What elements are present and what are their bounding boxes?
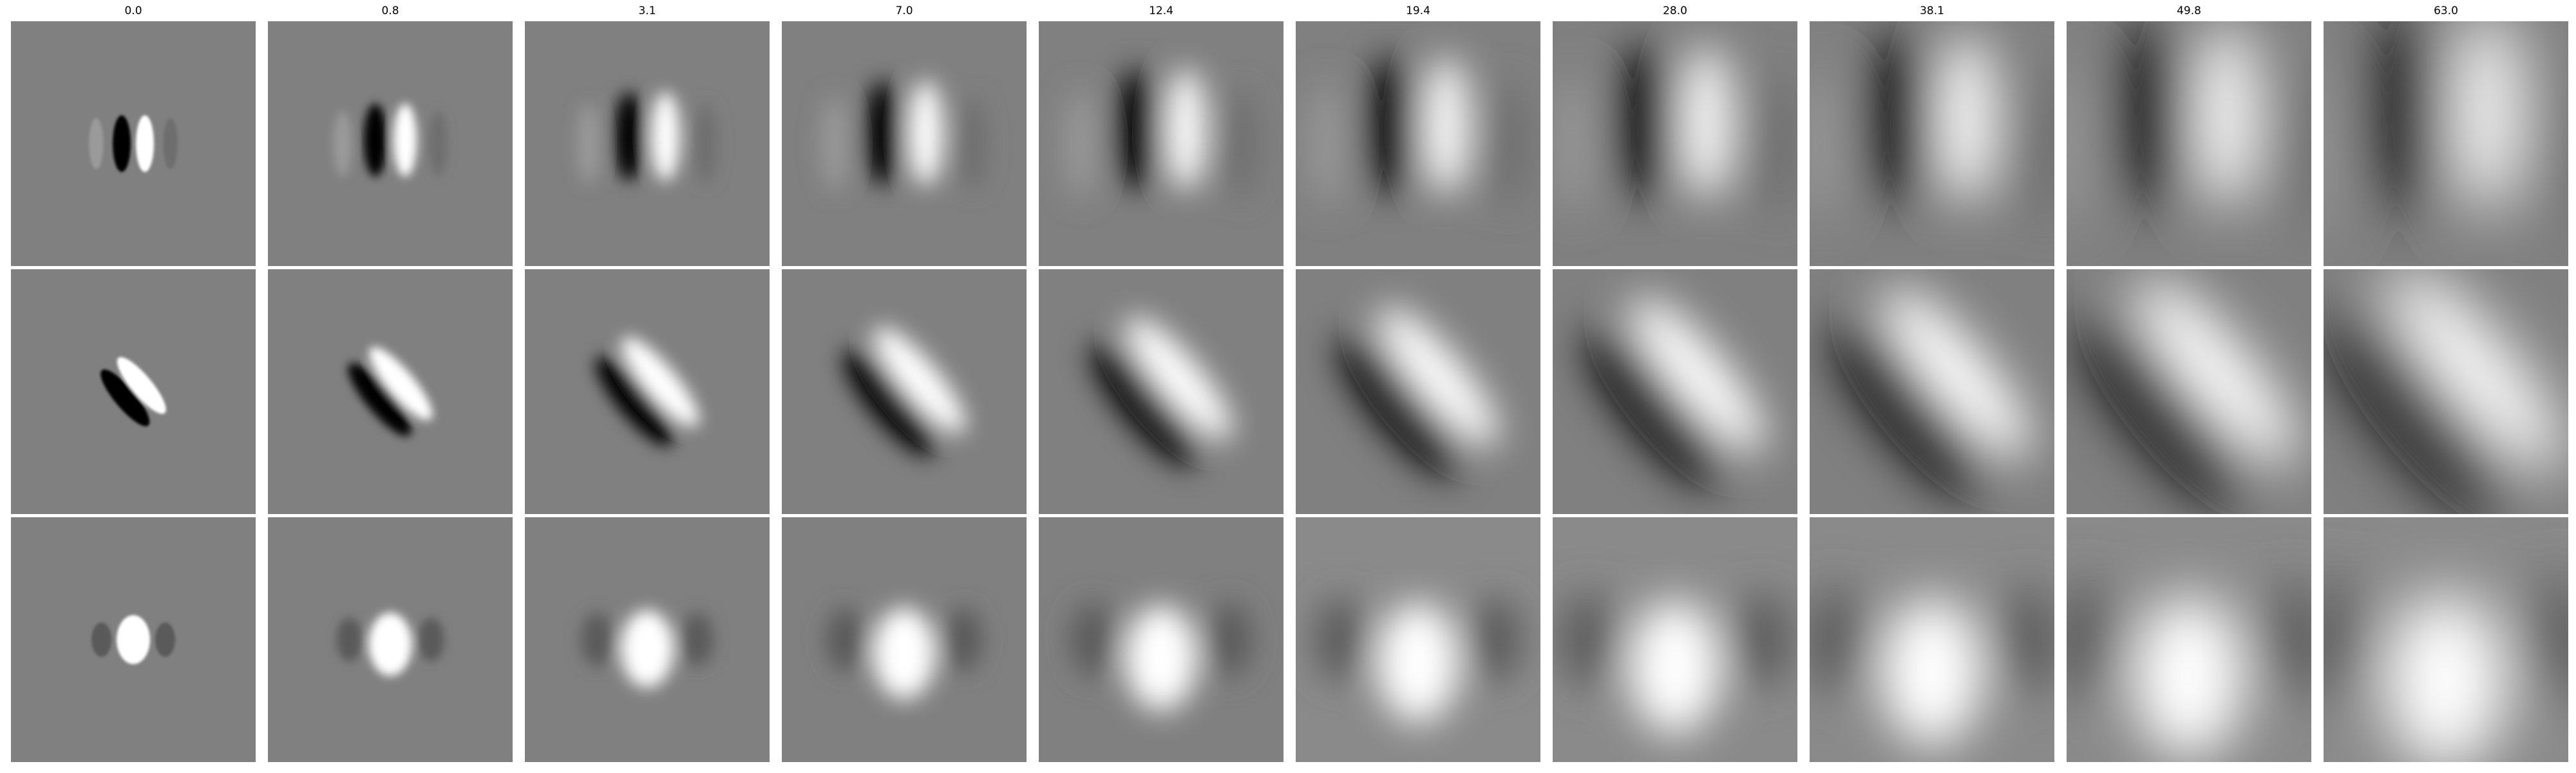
column-label: 3.1 [638,5,656,17]
column-label: 19.4 [1406,5,1430,17]
image-tile-row-3-col-8 [1810,517,2054,762]
image-tile-row-3-col-4 [782,517,1027,762]
image-tile-row-1-col-2 [268,21,513,266]
image-tile-row-3-col-2 [268,517,513,762]
image-tile-row-1-col-8 [1810,21,2054,266]
image-tile-row-1-col-5 [1039,21,1283,266]
image-tile-row-3-col-5 [1039,517,1283,762]
column-label: 0.0 [124,5,142,17]
image-tile-row-2-col-9 [2067,269,2311,514]
image-tile-row-2-col-3 [525,269,770,514]
column-label: 49.8 [2177,5,2201,17]
image-tile-row-3-col-3 [525,517,770,762]
image-tile-row-3-col-1 [11,517,256,762]
column-label: 12.4 [1149,5,1173,17]
image-tile-row-2-col-10 [2324,269,2568,514]
image-tile-row-2-col-6 [1296,269,1540,514]
column-label: 0.8 [381,5,399,17]
image-tile-row-1-col-4 [782,21,1027,266]
column-label: 28.0 [1663,5,1687,17]
image-tile-row-3-col-7 [1553,517,1797,762]
image-tile-row-1-col-1 [11,21,256,266]
image-tile-row-2-col-4 [782,269,1027,514]
image-tile-row-2-col-7 [1553,269,1797,514]
column-label: 7.0 [895,5,913,17]
image-tile-row-2-col-8 [1810,269,2054,514]
image-tile-row-2-col-2 [268,269,513,514]
image-tile-row-1-col-10 [2324,21,2568,266]
image-tile-row-3-col-10 [2324,517,2568,762]
image-tile-row-2-col-5 [1039,269,1283,514]
image-tile-row-3-col-9 [2067,517,2311,762]
image-tile-row-1-col-6 [1296,21,1540,266]
image-tile-row-1-col-9 [2067,21,2311,266]
image-tile-row-2-col-1 [11,269,256,514]
image-tile-row-1-col-3 [525,21,770,266]
image-tile-row-3-col-6 [1296,517,1540,762]
column-label: 63.0 [2434,5,2458,17]
image-tile-row-1-col-7 [1553,21,1797,266]
column-label: 38.1 [1920,5,1944,17]
